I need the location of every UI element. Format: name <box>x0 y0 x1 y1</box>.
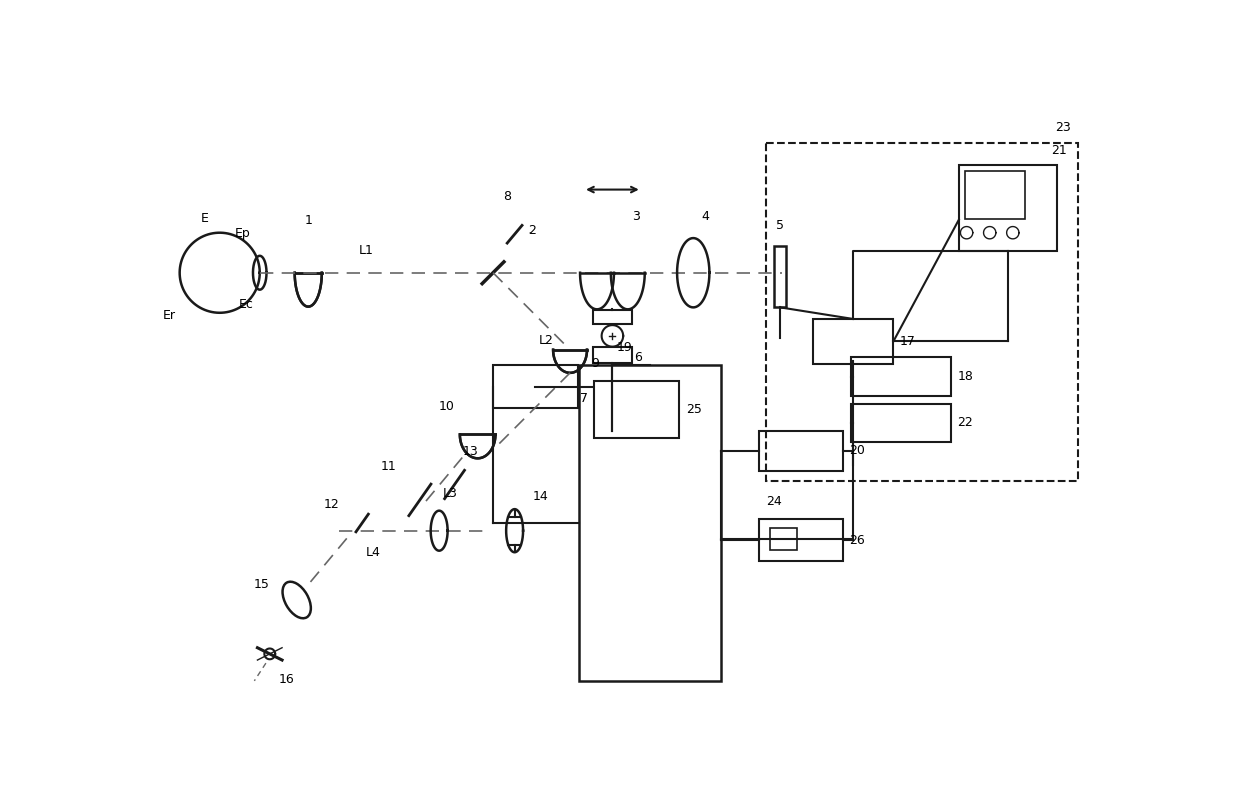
Text: 19: 19 <box>618 340 632 354</box>
Text: 15: 15 <box>254 578 270 591</box>
Text: E: E <box>201 212 208 225</box>
Text: 22: 22 <box>957 416 973 430</box>
Bar <box>759 519 843 562</box>
Bar <box>579 365 720 681</box>
Text: 17: 17 <box>899 335 915 347</box>
Text: Er: Er <box>162 309 176 322</box>
Text: 25: 25 <box>686 403 702 416</box>
Text: 10: 10 <box>439 400 455 413</box>
Text: 4: 4 <box>701 210 709 222</box>
Bar <box>770 528 797 550</box>
Bar <box>766 143 1079 481</box>
Text: 26: 26 <box>849 534 866 547</box>
Bar <box>851 357 951 396</box>
Text: L4: L4 <box>366 546 381 559</box>
Text: 11: 11 <box>381 460 397 473</box>
Text: 8: 8 <box>503 190 511 203</box>
Text: L3: L3 <box>443 487 458 500</box>
Text: L1: L1 <box>358 245 373 257</box>
Bar <box>959 165 1058 251</box>
Bar <box>812 319 894 363</box>
Text: L2: L2 <box>539 334 554 347</box>
Text: 2: 2 <box>528 224 536 237</box>
Text: 21: 21 <box>1052 144 1068 157</box>
Text: 23: 23 <box>1055 121 1070 134</box>
Text: 14: 14 <box>533 489 549 503</box>
Bar <box>774 245 786 308</box>
Text: 7: 7 <box>580 392 588 405</box>
Bar <box>759 430 843 471</box>
Text: 9: 9 <box>591 357 599 370</box>
Text: 6: 6 <box>634 351 642 364</box>
Text: 1: 1 <box>304 214 312 226</box>
Text: 16: 16 <box>279 673 295 686</box>
Bar <box>851 403 951 442</box>
Bar <box>593 347 631 363</box>
Text: 20: 20 <box>849 444 866 457</box>
Bar <box>594 380 678 438</box>
Text: 12: 12 <box>324 498 339 512</box>
Text: Ec: Ec <box>239 298 254 311</box>
Bar <box>965 171 1025 219</box>
Bar <box>494 365 578 408</box>
Text: 13: 13 <box>463 445 477 457</box>
Bar <box>593 310 631 324</box>
Text: Ep: Ep <box>236 227 250 241</box>
Text: 24: 24 <box>766 495 782 508</box>
Text: 3: 3 <box>631 210 640 222</box>
Text: 18: 18 <box>957 370 973 383</box>
Text: 5: 5 <box>776 219 784 232</box>
